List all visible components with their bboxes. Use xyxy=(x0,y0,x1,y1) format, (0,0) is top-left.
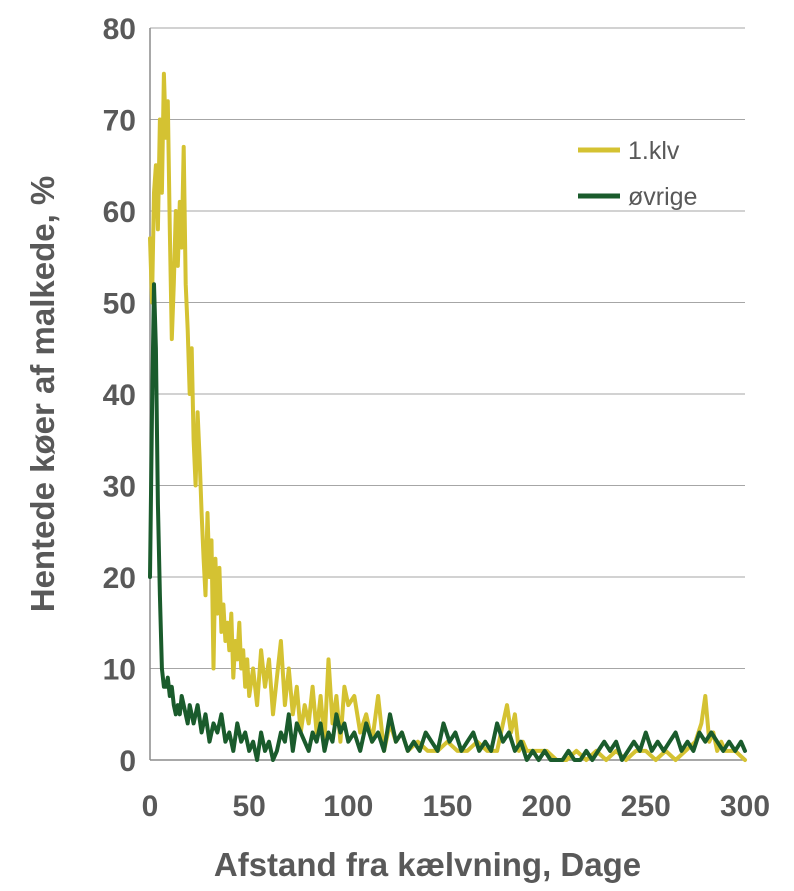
x-tick-label: 300 xyxy=(720,790,770,823)
y-tick-label: 20 xyxy=(103,562,136,595)
legend-label: 1.klv xyxy=(628,137,680,165)
y-tick-label: 70 xyxy=(103,105,136,138)
y-tick-labels: 0 10 20 30 40 50 60 70 80 xyxy=(103,13,136,778)
y-tick-label: 80 xyxy=(103,13,136,46)
series-line-1 xyxy=(148,71,747,762)
y-tick-label: 0 xyxy=(119,745,136,778)
y-tick-label: 30 xyxy=(103,471,136,504)
y-tick-label: 40 xyxy=(103,379,136,412)
x-tick-label: 50 xyxy=(232,790,265,823)
x-tick-label: 200 xyxy=(522,790,572,823)
legend-label: øvrige xyxy=(628,183,697,211)
gridlines xyxy=(150,27,745,669)
legend: 1.klv øvrige xyxy=(578,137,697,211)
x-tick-label: 100 xyxy=(323,790,373,823)
x-axis-title: Afstand fra kælvning, Dage xyxy=(214,846,641,883)
x-tick-label: 250 xyxy=(621,790,671,823)
y-tick-label: 10 xyxy=(103,654,136,687)
series-lines xyxy=(148,71,747,762)
y-axis-title: Hentede køer af malkede, % xyxy=(24,176,61,613)
x-tick-label: 0 xyxy=(142,790,159,823)
x-tick-labels: 0 50 100 150 200 250 300 xyxy=(142,790,770,823)
series-line-2 xyxy=(148,282,747,762)
y-tick-label: 50 xyxy=(103,288,136,321)
y-tick-label: 60 xyxy=(103,196,136,229)
x-tick-label: 150 xyxy=(422,790,472,823)
